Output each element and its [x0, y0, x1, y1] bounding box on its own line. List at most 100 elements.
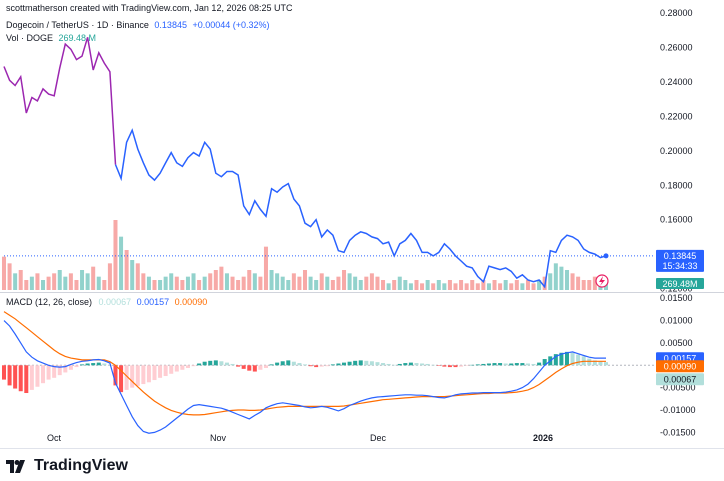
macd-histogram-bar	[119, 365, 124, 393]
volume-bar	[163, 276, 168, 290]
volume-bar	[24, 280, 29, 290]
volume-bar	[85, 273, 90, 290]
volume-bar	[119, 236, 124, 290]
macd-histogram-bar	[475, 364, 480, 366]
brand-name: TradingView	[34, 457, 128, 474]
volume-bar	[141, 273, 146, 290]
volume-bar	[197, 280, 202, 290]
macd-histogram-bar	[130, 365, 135, 388]
macd-histogram-bar	[236, 365, 241, 367]
macd-histogram-bar	[587, 358, 592, 366]
volume-bar	[18, 270, 23, 290]
volume-bar	[107, 263, 112, 290]
macd-axis-tick: 0.01500	[660, 293, 693, 303]
volume-bar	[442, 283, 447, 290]
macd-histogram-bar	[68, 365, 73, 370]
volume-bar	[219, 266, 224, 290]
volume-bar	[336, 276, 341, 290]
volume-bar	[576, 276, 581, 290]
volume-bar	[68, 273, 73, 290]
macd-histogram-bar	[347, 361, 352, 366]
tradingview-logo[interactable]: TradingView	[6, 457, 128, 475]
macd-histogram-bar	[576, 354, 581, 366]
macd-histogram-bar	[202, 361, 207, 366]
price-line-segment-early	[3, 37, 117, 165]
volume-bar	[291, 273, 296, 290]
macd-histogram-bar	[241, 365, 246, 369]
volume-bar	[581, 280, 586, 290]
macd-histogram-bar	[397, 363, 402, 366]
volume-label[interactable]: Vol · DOGE	[6, 33, 54, 43]
macd-histogram-bar	[263, 365, 268, 368]
macd-histogram-bar	[96, 362, 101, 366]
volume-bar	[392, 280, 397, 290]
volume-bar	[252, 273, 257, 290]
volume-bar	[431, 283, 436, 290]
volume-bar	[158, 280, 163, 290]
price-change: +0.00044 (+0.32%)	[192, 20, 270, 30]
macd-histogram-bar	[191, 365, 196, 367]
volume-bar	[202, 276, 207, 290]
macd-histogram-bar	[113, 365, 118, 386]
volume-bar	[230, 276, 235, 290]
volume-bar	[169, 273, 174, 290]
macd-axis-tick: 0.01000	[660, 316, 693, 326]
macd-histogram-bar	[598, 361, 603, 366]
macd-histogram-bar	[408, 362, 413, 366]
macd-histogram-bar	[564, 351, 569, 366]
macd-label[interactable]: MACD (12, 26, close)	[6, 297, 93, 307]
macd-histogram-bar	[514, 363, 519, 366]
macd-histogram-bar	[302, 364, 308, 366]
macd-line	[3, 320, 606, 434]
time-axis-tick: Dec	[370, 433, 387, 443]
last-price-badge-bg	[656, 249, 704, 272]
macd-histogram-bar	[537, 362, 542, 366]
macd-axis-tick: -0.01000	[660, 405, 696, 415]
volume-bar	[280, 276, 285, 290]
macd-hist-badge-bg	[656, 373, 704, 386]
volume-bar	[135, 263, 140, 290]
macd-histogram-bar	[447, 365, 452, 368]
lightning-icon[interactable]	[595, 274, 609, 288]
volume-bar	[325, 276, 330, 290]
volume-bar	[459, 280, 464, 290]
macd-histogram-bar	[486, 363, 491, 366]
macd-axis-tick: -0.01500	[660, 427, 696, 437]
volume-badge-bg	[656, 278, 704, 289]
macd-axis-tick: 0.00500	[660, 338, 693, 348]
macd-histogram-bar	[208, 360, 213, 366]
volume-bar	[592, 276, 597, 290]
volume-bar	[364, 276, 369, 290]
symbol-name[interactable]: Dogecoin / TetherUS · 1D · Binance	[6, 20, 149, 30]
macd-signal-badge-text: 0.00090	[664, 361, 697, 371]
macd-histogram-bar	[163, 365, 168, 377]
volume-bars	[1, 220, 609, 290]
volume-bar	[263, 246, 268, 290]
volume-bar	[531, 283, 536, 290]
volume-bar	[185, 276, 190, 290]
price-axis-tick: 0.18000	[660, 180, 693, 190]
macd-histogram-bar	[420, 363, 425, 366]
macd-histogram-bar	[174, 365, 179, 372]
volume-badge: 269.48M	[656, 278, 704, 289]
volume-bar	[397, 276, 402, 290]
macd-histogram-bar	[85, 363, 90, 366]
volume-bar	[603, 283, 609, 290]
volume-bar	[269, 270, 274, 290]
volume-bar	[486, 283, 491, 290]
volume-bar	[41, 280, 46, 290]
macd-histogram-bar	[1, 365, 7, 380]
volume-bar	[35, 273, 40, 290]
volume-bar	[436, 280, 441, 290]
macd-histogram-bar	[531, 363, 536, 366]
macd-signal-badge-bg	[656, 360, 704, 373]
macd-histogram-bar	[453, 365, 458, 368]
volume-bar	[319, 273, 324, 290]
volume-bar	[353, 276, 358, 290]
macd-histogram-bar	[269, 364, 274, 366]
macd-histogram-bar	[146, 365, 151, 383]
macd-histogram-bar	[369, 361, 374, 366]
macd-histogram-bar	[224, 362, 229, 366]
macd-histogram-bar	[520, 363, 525, 366]
macd-histogram-bar	[63, 365, 68, 373]
